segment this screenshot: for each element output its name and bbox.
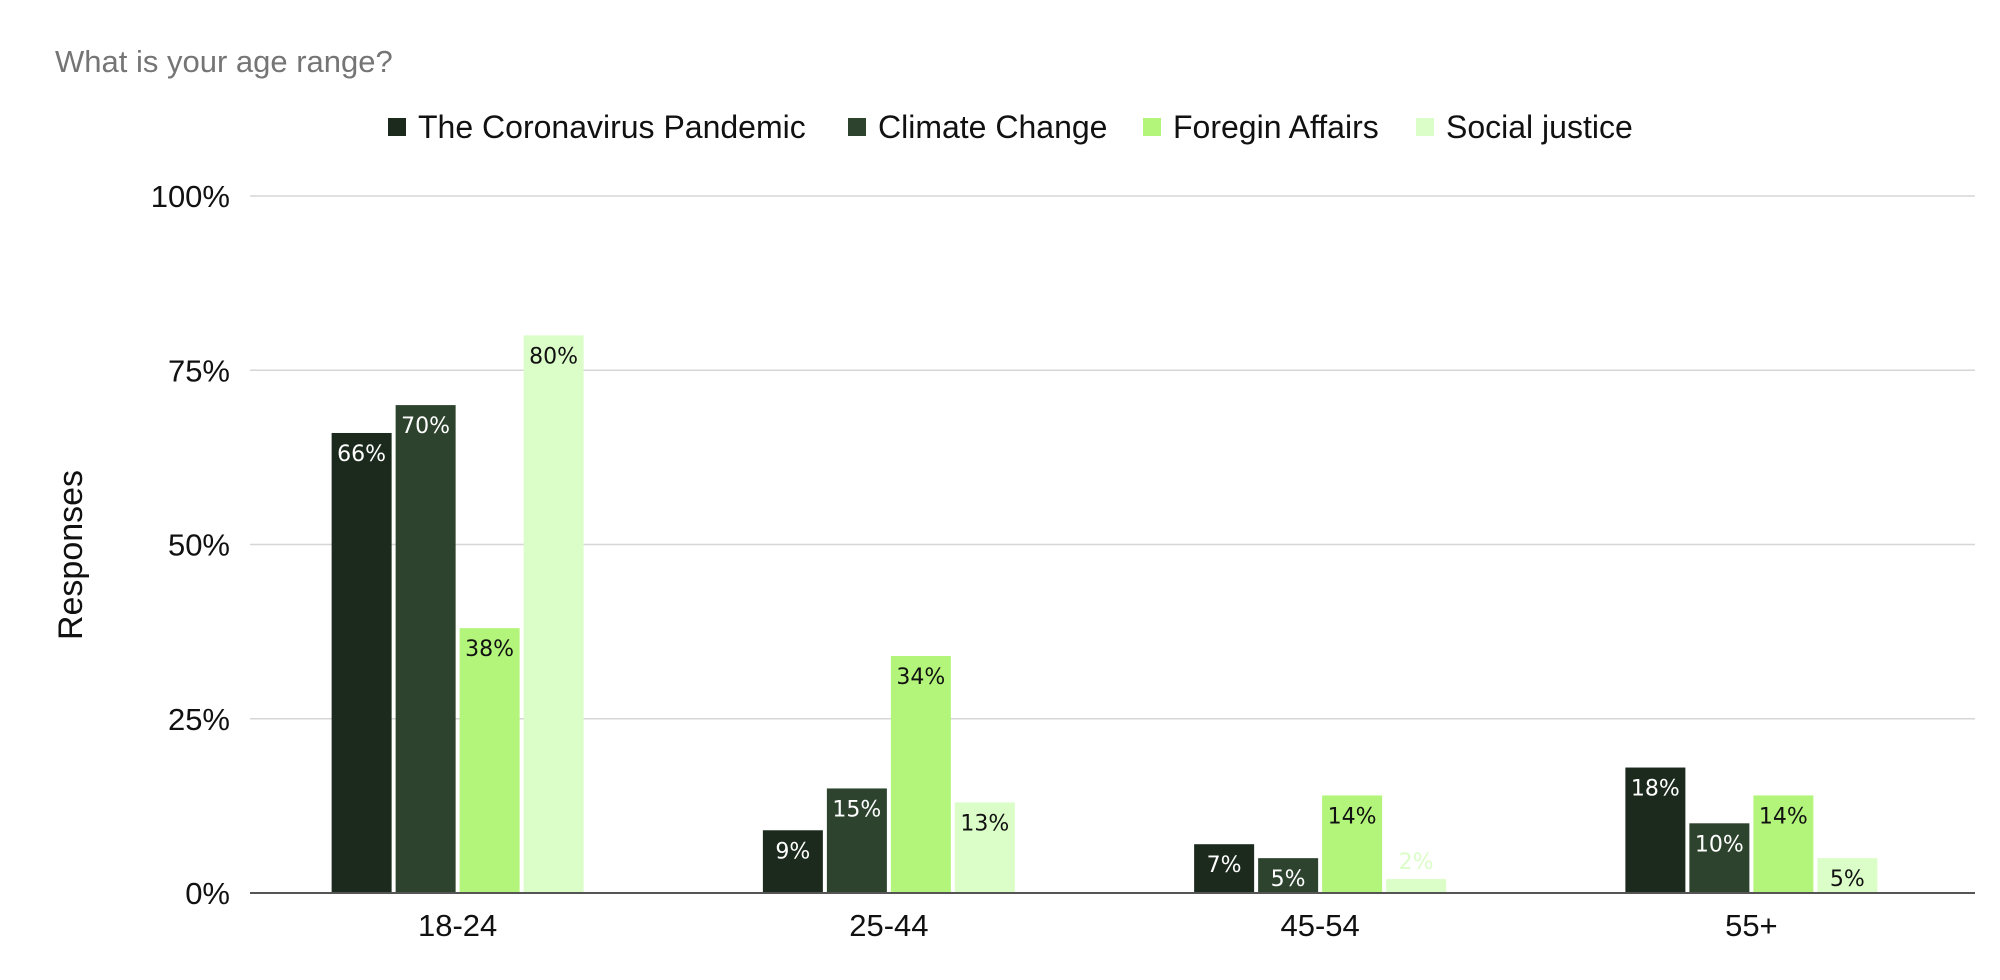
bar: [1625, 767, 1686, 893]
bar: [523, 335, 584, 893]
data-label: 5%: [1271, 867, 1306, 892]
legend-swatch: [388, 118, 406, 136]
legend-swatch: [848, 118, 866, 136]
data-label: 2%: [1399, 850, 1434, 875]
legend-label: Foregin Affairs: [1173, 109, 1379, 145]
bar: [395, 405, 456, 893]
bar: [954, 802, 1015, 893]
bar: [1258, 858, 1319, 893]
data-label: 15%: [832, 797, 881, 822]
data-label: 14%: [1759, 804, 1808, 829]
y-tick-label: 50%: [168, 528, 230, 563]
bar: [1194, 844, 1255, 893]
y-tick-label: 0%: [185, 876, 230, 911]
data-label: 18%: [1631, 777, 1680, 802]
y-tick-label: 75%: [168, 353, 230, 388]
bars: [331, 335, 1878, 893]
y-axis-title: Responses: [52, 470, 90, 640]
x-axis-ticks: 18-24 25-44 45-54 55+: [418, 908, 1778, 943]
data-label: 14%: [1328, 804, 1377, 829]
y-axis-ticks: 0% 25% 50% 75% 100%: [151, 179, 230, 911]
legend-label: Climate Change: [878, 109, 1107, 145]
legend-swatch: [1416, 118, 1434, 136]
bar: [1753, 795, 1814, 893]
bar: [826, 788, 887, 893]
data-label: 10%: [1695, 832, 1744, 857]
data-label: 80%: [529, 344, 578, 369]
data-label: 9%: [775, 839, 810, 864]
data-labels: 66% 70% 38% 80% 9% 15% 34% 13% 7% 5% 14% 2% 18% 10% 14…: [337, 344, 1865, 892]
data-label: 7%: [1207, 853, 1242, 878]
bar: [890, 656, 951, 893]
bar: [459, 628, 520, 893]
data-label: 66%: [337, 442, 386, 467]
legend-swatch: [1143, 118, 1161, 136]
legend-label: Social justice: [1446, 109, 1633, 145]
y-tick-label: 25%: [168, 702, 230, 737]
bar: [1817, 858, 1878, 893]
data-label: 70%: [401, 414, 450, 439]
bar: [1689, 823, 1750, 893]
x-tick-label: 25-44: [849, 908, 928, 943]
x-tick-label: 45-54: [1280, 908, 1359, 943]
legend-label: The Coronavirus Pandemic: [418, 109, 806, 145]
bar: [331, 432, 392, 893]
bar: [762, 830, 823, 893]
chart-title: What is your age range?: [55, 44, 393, 79]
y-tick-label: 100%: [151, 179, 230, 214]
data-label: 34%: [896, 665, 945, 690]
legend: The Coronavirus Pandemic Climate Change Fo…: [388, 109, 1633, 145]
data-label: 5%: [1830, 867, 1865, 892]
data-label: 13%: [960, 811, 1009, 836]
x-tick-label: 18-24: [418, 908, 497, 943]
data-label: 38%: [465, 637, 514, 662]
bar: [1386, 879, 1447, 893]
bar: [1322, 795, 1383, 893]
x-tick-label: 55+: [1725, 908, 1778, 943]
